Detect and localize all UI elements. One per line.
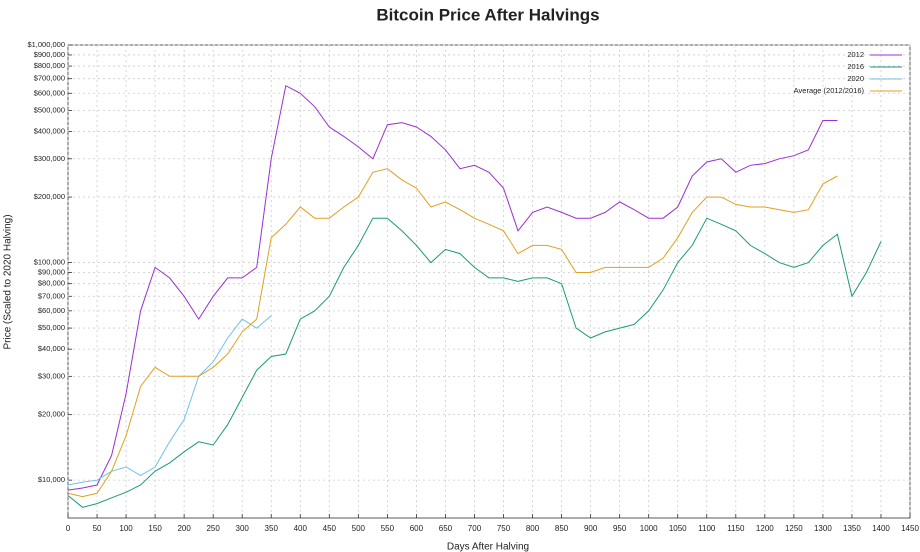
legend-label: 2020: [847, 74, 864, 83]
x-tick-label: 850: [555, 524, 569, 533]
y-tick-label: $200,000: [34, 192, 65, 201]
y-tick-label: $800,000: [34, 61, 65, 70]
series-line: [67, 168, 838, 498]
x-tick-label: 1400: [872, 524, 890, 533]
x-tick-label: 1450: [901, 524, 919, 533]
x-tick-label: 200: [177, 524, 191, 533]
y-tick-label: $700,000: [34, 74, 65, 83]
x-tick-label: 150: [148, 524, 162, 533]
y-tick-label: $1,000,000: [27, 40, 65, 49]
x-tick-label: 550: [381, 524, 395, 533]
y-axis-title: Price (Scaled to 2020 Halving): [3, 214, 14, 349]
x-tick-label: 1050: [669, 524, 687, 533]
x-tick-label: 650: [439, 524, 453, 533]
x-tick-label: 1150: [727, 524, 745, 533]
y-tick-label: $80,000: [38, 279, 65, 288]
y-tick-label: $60,000: [38, 306, 65, 315]
x-tick-label: 1200: [756, 524, 774, 533]
y-tick-label: $50,000: [38, 323, 65, 332]
x-tick-label: 500: [352, 524, 366, 533]
x-tick-label: 100: [119, 524, 133, 533]
x-tick-label: 950: [613, 524, 627, 533]
x-tick-label: 900: [584, 524, 598, 533]
x-tick-label: 700: [468, 524, 482, 533]
x-tick-label: 400: [294, 524, 308, 533]
y-tick-label: $40,000: [38, 344, 65, 353]
x-axis-title: Days After Halving: [447, 542, 529, 552]
x-tick-label: 50: [93, 524, 102, 533]
y-tick-label: $600,000: [34, 88, 65, 97]
y-tick-label: $20,000: [38, 410, 65, 419]
legend-label: Average (2012/2016): [794, 86, 865, 95]
chart-title: Bitcoin Price After Halvings: [376, 5, 599, 24]
y-tick-label: $500,000: [34, 105, 65, 114]
y-tick-label: $300,000: [34, 154, 65, 163]
y-tick-label: $100,000: [34, 258, 65, 267]
series-line: [67, 217, 882, 508]
x-tick-label: 600: [410, 524, 424, 533]
x-tick-label: 800: [526, 524, 540, 533]
x-tick-label: 300: [236, 524, 250, 533]
plot-frame: [67, 44, 911, 519]
x-tick-label: 1350: [843, 524, 861, 533]
x-tick-label: 1250: [785, 524, 803, 533]
x-tick-label: 1300: [814, 524, 832, 533]
y-tick-label: $10,000: [38, 475, 65, 484]
x-tick-label: 1100: [698, 524, 716, 533]
x-tick-label: 750: [497, 524, 511, 533]
x-tick-label: 250: [206, 524, 220, 533]
series-line: [67, 315, 272, 486]
x-tick-label: 1000: [640, 524, 658, 533]
y-tick-label: $70,000: [38, 291, 65, 300]
x-tick-label: 0: [66, 524, 71, 533]
y-tick-label: $400,000: [34, 127, 65, 136]
y-tick-label: $900,000: [34, 50, 65, 59]
y-tick-label: $30,000: [38, 371, 65, 380]
legend-label: 2016: [847, 62, 864, 71]
x-tick-label: 350: [265, 524, 279, 533]
x-tick-label: 450: [323, 524, 337, 533]
legend-label: 2012: [847, 50, 864, 59]
series-line: [67, 84, 838, 491]
y-tick-label: $90,000: [38, 268, 65, 277]
